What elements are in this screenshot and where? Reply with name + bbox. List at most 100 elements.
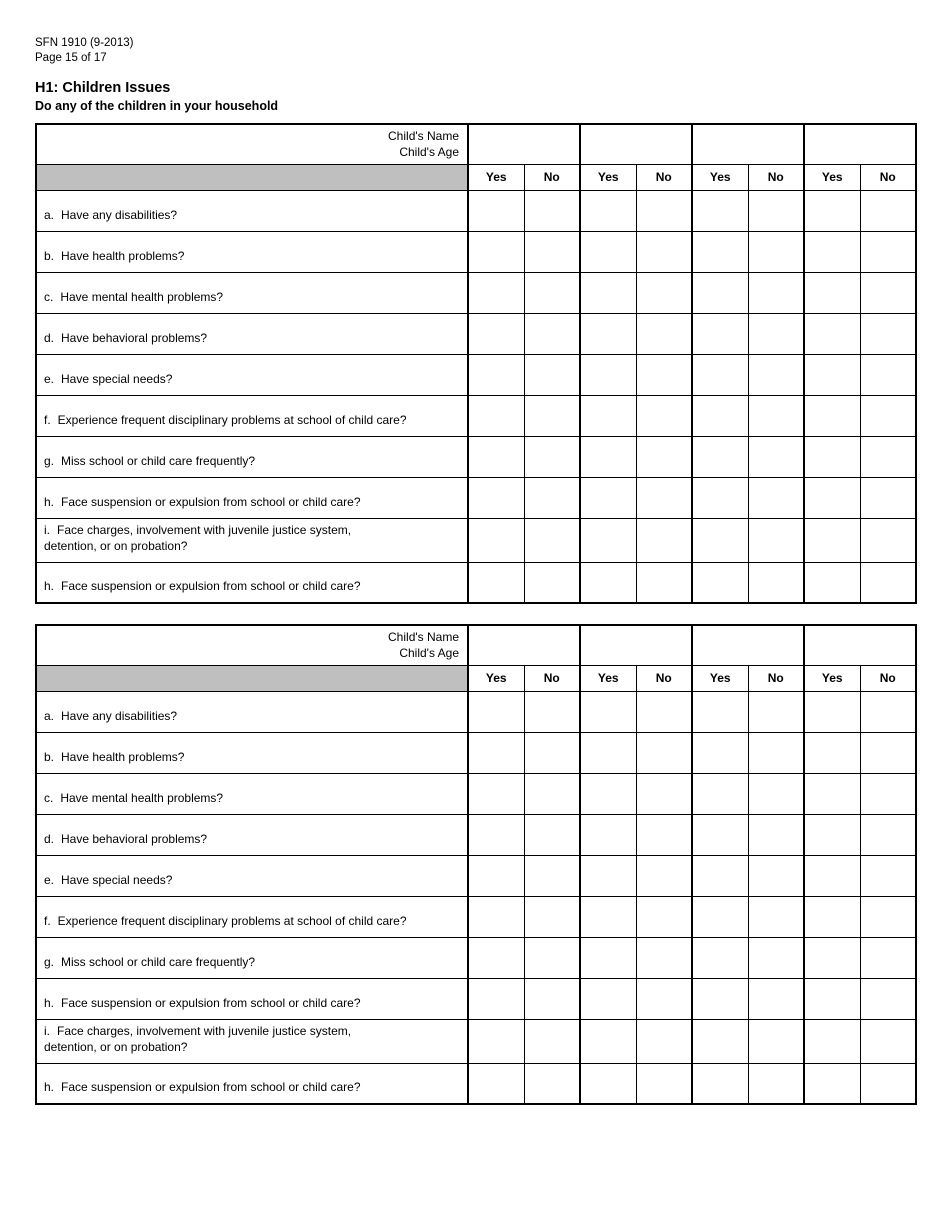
table1-answer-q8-child2-yes-cell[interactable] bbox=[579, 476, 637, 519]
table2-answer-q5-child1-yes-cell[interactable] bbox=[467, 854, 525, 897]
table2-answer-q5-child4-no-cell[interactable] bbox=[859, 854, 917, 897]
table2-answer-q3-child1-yes-cell[interactable] bbox=[467, 772, 525, 815]
table1-answer-q5-child3-yes-cell[interactable] bbox=[691, 353, 749, 396]
table1-answer-q10-child4-yes-cell[interactable] bbox=[803, 561, 861, 604]
table2-answer-q8-child4-yes-cell[interactable] bbox=[803, 977, 861, 1020]
table2-answer-q9-child2-yes-cell[interactable] bbox=[579, 1018, 637, 1064]
table1-answer-q1-child2-no-cell[interactable] bbox=[635, 189, 693, 232]
table1-answer-q3-child4-no-cell[interactable] bbox=[859, 271, 917, 314]
table1-answer-q4-child3-yes-cell[interactable] bbox=[691, 312, 749, 355]
table1-answer-q4-child4-yes-cell[interactable] bbox=[803, 312, 861, 355]
table2-answer-q8-child3-yes-cell[interactable] bbox=[691, 977, 749, 1020]
table2-answer-q2-child4-yes-cell[interactable] bbox=[803, 731, 861, 774]
table2-answer-q6-child4-no-cell[interactable] bbox=[859, 895, 917, 938]
table2-answer-q4-child1-yes-cell[interactable] bbox=[467, 813, 525, 856]
table1-answer-q6-child4-yes-cell[interactable] bbox=[803, 394, 861, 437]
table1-answer-q3-child3-yes-cell[interactable] bbox=[691, 271, 749, 314]
table1-answer-q6-child2-yes-cell[interactable] bbox=[579, 394, 637, 437]
table2-answer-q7-child4-no-cell[interactable] bbox=[859, 936, 917, 979]
table1-answer-q10-child1-no-cell[interactable] bbox=[523, 561, 581, 604]
table1-answer-q2-child3-yes-cell[interactable] bbox=[691, 230, 749, 273]
table2-answer-q5-child4-yes-cell[interactable] bbox=[803, 854, 861, 897]
table1-answer-q10-child3-no-cell[interactable] bbox=[747, 561, 805, 604]
table2-answer-q6-child1-no-cell[interactable] bbox=[523, 895, 581, 938]
table2-answer-q2-child1-yes-cell[interactable] bbox=[467, 731, 525, 774]
table1-answer-q10-child3-yes-cell[interactable] bbox=[691, 561, 749, 604]
table1-answer-q2-child4-no-cell[interactable] bbox=[859, 230, 917, 273]
table1-answer-q5-child1-yes-cell[interactable] bbox=[467, 353, 525, 396]
table2-answer-q2-child2-no-cell[interactable] bbox=[635, 731, 693, 774]
table2-answer-q10-child4-no-cell[interactable] bbox=[859, 1062, 917, 1105]
table2-answer-q9-child4-yes-cell[interactable] bbox=[803, 1018, 861, 1064]
table2-answer-q1-child4-no-cell[interactable] bbox=[859, 690, 917, 733]
table1-answer-q7-child3-no-cell[interactable] bbox=[747, 435, 805, 478]
table1-answer-q8-child4-yes-cell[interactable] bbox=[803, 476, 861, 519]
table2-answer-q7-child2-no-cell[interactable] bbox=[635, 936, 693, 979]
table2-answer-q6-child1-yes-cell[interactable] bbox=[467, 895, 525, 938]
table1-answer-q1-child3-no-cell[interactable] bbox=[747, 189, 805, 232]
table1-answer-q8-child2-no-cell[interactable] bbox=[635, 476, 693, 519]
table2-answer-q7-child1-no-cell[interactable] bbox=[523, 936, 581, 979]
table2-answer-q10-child1-no-cell[interactable] bbox=[523, 1062, 581, 1105]
table2-answer-q6-child2-yes-cell[interactable] bbox=[579, 895, 637, 938]
table1-answer-q9-child2-yes-cell[interactable] bbox=[579, 517, 637, 563]
table1-answer-q7-child3-yes-cell[interactable] bbox=[691, 435, 749, 478]
table1-answer-q6-child4-no-cell[interactable] bbox=[859, 394, 917, 437]
table2-answer-q1-child4-yes-cell[interactable] bbox=[803, 690, 861, 733]
table1-answer-q9-child3-yes-cell[interactable] bbox=[691, 517, 749, 563]
table2-answer-q4-child1-no-cell[interactable] bbox=[523, 813, 581, 856]
table2-answer-q2-child4-no-cell[interactable] bbox=[859, 731, 917, 774]
table1-answer-q5-child1-no-cell[interactable] bbox=[523, 353, 581, 396]
table1-answer-q5-child2-no-cell[interactable] bbox=[635, 353, 693, 396]
table1-answer-q3-child3-no-cell[interactable] bbox=[747, 271, 805, 314]
table2-answer-q4-child4-no-cell[interactable] bbox=[859, 813, 917, 856]
table2-answer-q8-child3-no-cell[interactable] bbox=[747, 977, 805, 1020]
table1-answer-q4-child2-no-cell[interactable] bbox=[635, 312, 693, 355]
table1-answer-q8-child1-no-cell[interactable] bbox=[523, 476, 581, 519]
table1-answer-q4-child3-no-cell[interactable] bbox=[747, 312, 805, 355]
table1-answer-q5-child2-yes-cell[interactable] bbox=[579, 353, 637, 396]
table2-child-4-name-age-input-cell[interactable] bbox=[803, 624, 917, 666]
table2-answer-q4-child4-yes-cell[interactable] bbox=[803, 813, 861, 856]
table2-answer-q8-child4-no-cell[interactable] bbox=[859, 977, 917, 1020]
table2-answer-q7-child3-yes-cell[interactable] bbox=[691, 936, 749, 979]
table1-answer-q2-child3-no-cell[interactable] bbox=[747, 230, 805, 273]
table1-answer-q9-child2-no-cell[interactable] bbox=[635, 517, 693, 563]
table2-answer-q10-child2-no-cell[interactable] bbox=[635, 1062, 693, 1105]
table1-answer-q10-child2-yes-cell[interactable] bbox=[579, 561, 637, 604]
table2-answer-q2-child3-no-cell[interactable] bbox=[747, 731, 805, 774]
table1-answer-q5-child3-no-cell[interactable] bbox=[747, 353, 805, 396]
table2-answer-q2-child3-yes-cell[interactable] bbox=[691, 731, 749, 774]
table1-answer-q4-child1-yes-cell[interactable] bbox=[467, 312, 525, 355]
table2-answer-q9-child3-yes-cell[interactable] bbox=[691, 1018, 749, 1064]
table2-answer-q1-child1-yes-cell[interactable] bbox=[467, 690, 525, 733]
table2-answer-q4-child2-yes-cell[interactable] bbox=[579, 813, 637, 856]
table1-answer-q5-child4-yes-cell[interactable] bbox=[803, 353, 861, 396]
table1-answer-q5-child4-no-cell[interactable] bbox=[859, 353, 917, 396]
table2-answer-q3-child3-no-cell[interactable] bbox=[747, 772, 805, 815]
table1-answer-q1-child3-yes-cell[interactable] bbox=[691, 189, 749, 232]
table2-answer-q9-child4-no-cell[interactable] bbox=[859, 1018, 917, 1064]
table1-answer-q1-child4-yes-cell[interactable] bbox=[803, 189, 861, 232]
table2-answer-q1-child1-no-cell[interactable] bbox=[523, 690, 581, 733]
table2-answer-q6-child3-no-cell[interactable] bbox=[747, 895, 805, 938]
table2-answer-q10-child2-yes-cell[interactable] bbox=[579, 1062, 637, 1105]
table1-answer-q6-child2-no-cell[interactable] bbox=[635, 394, 693, 437]
table2-answer-q9-child1-no-cell[interactable] bbox=[523, 1018, 581, 1064]
table2-answer-q1-child2-no-cell[interactable] bbox=[635, 690, 693, 733]
table1-child-3-name-age-input-cell[interactable] bbox=[691, 123, 805, 165]
table2-answer-q8-child2-yes-cell[interactable] bbox=[579, 977, 637, 1020]
table1-answer-q3-child1-yes-cell[interactable] bbox=[467, 271, 525, 314]
table2-answer-q10-child3-yes-cell[interactable] bbox=[691, 1062, 749, 1105]
table1-answer-q9-child4-yes-cell[interactable] bbox=[803, 517, 861, 563]
table2-answer-q7-child2-yes-cell[interactable] bbox=[579, 936, 637, 979]
table1-child-1-name-age-input-cell[interactable] bbox=[467, 123, 581, 165]
table1-answer-q4-child4-no-cell[interactable] bbox=[859, 312, 917, 355]
table2-answer-q3-child3-yes-cell[interactable] bbox=[691, 772, 749, 815]
table1-answer-q4-child2-yes-cell[interactable] bbox=[579, 312, 637, 355]
table1-answer-q2-child2-no-cell[interactable] bbox=[635, 230, 693, 273]
table2-answer-q6-child4-yes-cell[interactable] bbox=[803, 895, 861, 938]
table2-answer-q3-child2-no-cell[interactable] bbox=[635, 772, 693, 815]
table2-child-3-name-age-input-cell[interactable] bbox=[691, 624, 805, 666]
table2-answer-q5-child2-no-cell[interactable] bbox=[635, 854, 693, 897]
